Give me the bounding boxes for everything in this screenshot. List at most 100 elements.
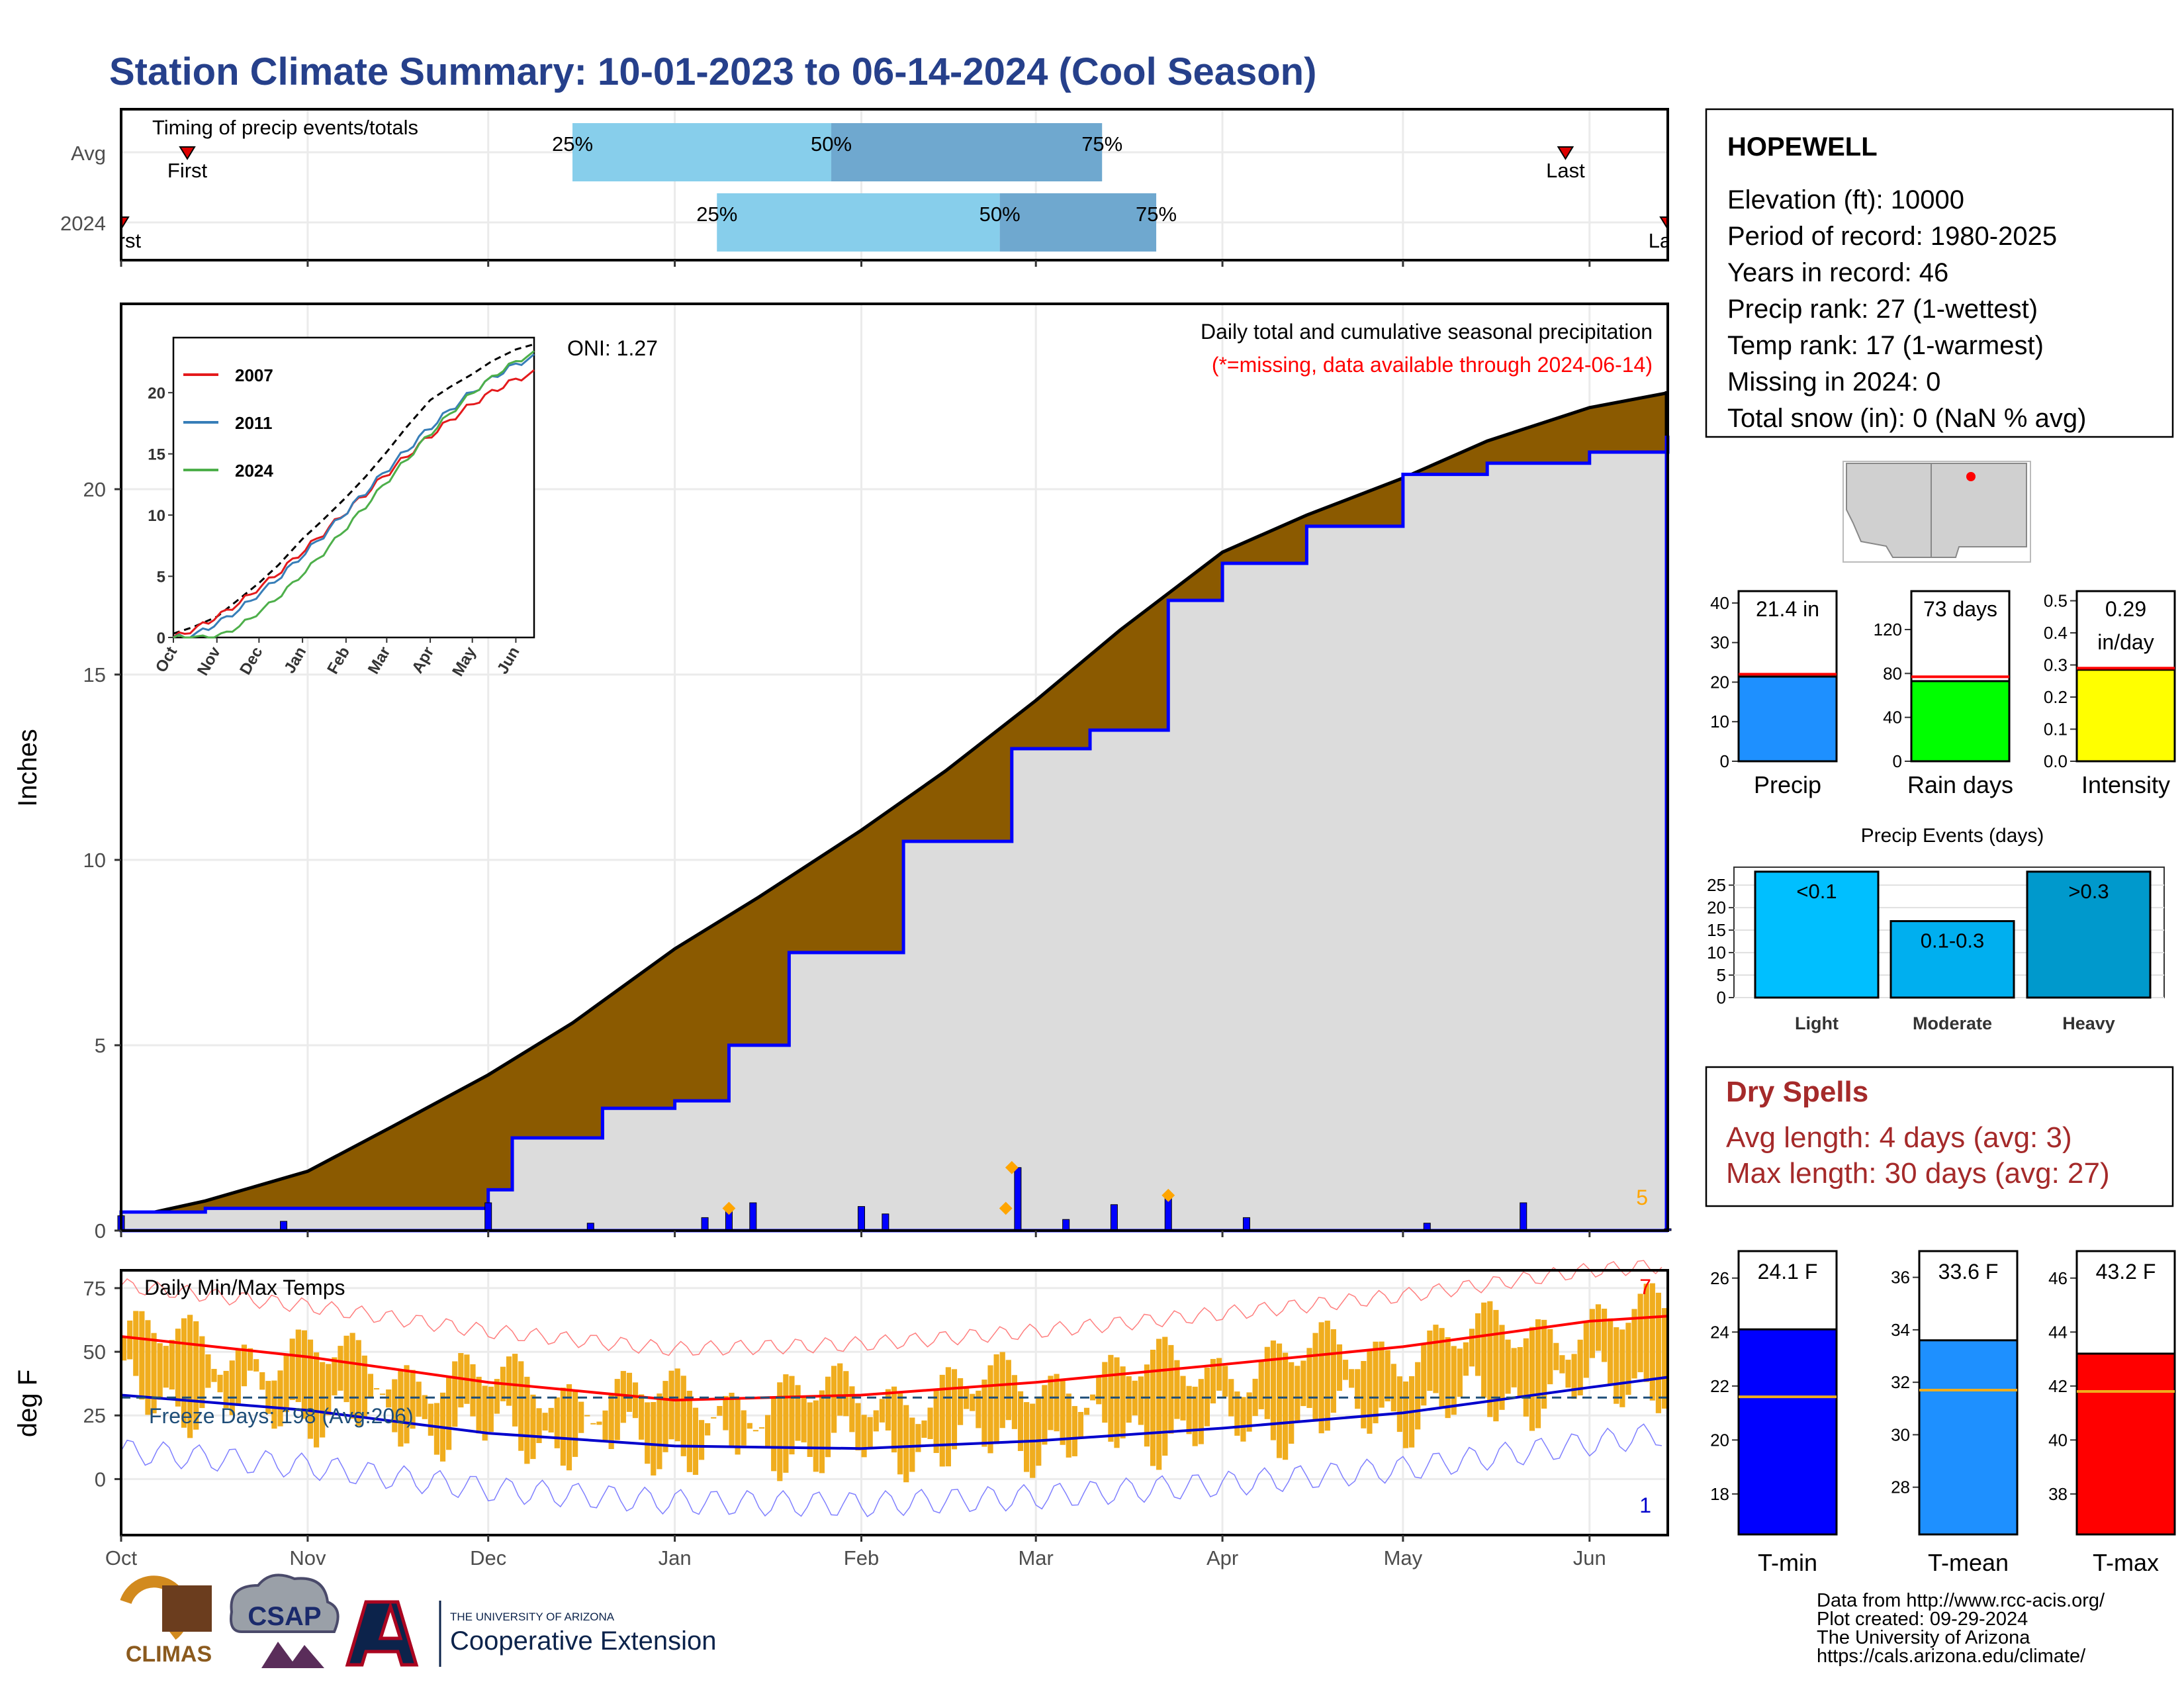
dry-spells-avg-length: Avg length: 4 days (avg: 3) [1726,1121,2072,1154]
daily-temp-bar [602,1410,608,1442]
locator-map [1843,461,2031,563]
daily-temp-bar [175,1329,181,1407]
timing-row-label-2024: 2024 [60,212,106,235]
daily-temp-bar [458,1353,464,1408]
freeze-days-text: Freeze Days: 198 (Avg:206) [149,1404,414,1428]
daily-temp-bar [506,1356,512,1406]
dry-spells-max-length: Max length: 30 days (avg: 27) [1726,1157,2110,1190]
temp-bar-t-min [1737,1328,1838,1536]
daily-temp-bar [313,1352,320,1448]
daily-precip-bar [701,1217,709,1231]
daily-temp-bar [777,1382,783,1481]
daily-temp-bar [1342,1360,1349,1380]
daily-temp-bar [758,1427,765,1429]
daily-precip-bar [857,1206,865,1231]
daily-temp-bar [1228,1379,1234,1417]
station-total-snow: Total snow (in): 0 (NaN % avg) [1727,404,2086,433]
daily-temp-bar [885,1389,891,1431]
first-event-label: First [167,159,208,182]
record-max-line [120,1260,1662,1356]
temp-bar-y-tick-label: 36 [1891,1268,1910,1288]
daily-temp-bar [1102,1362,1108,1423]
daily-temp-bar [891,1386,897,1453]
precip-events-title: Precip Events (days) [1861,825,2044,847]
daily-temp-bar [939,1374,945,1467]
daily-temp-bar [951,1369,958,1450]
temp-bar-y-tick-label: 38 [2048,1484,2068,1504]
event-marker [1161,1188,1175,1202]
daily-temp-bar [139,1311,145,1400]
daily-temp-bar [518,1361,524,1451]
mini-y-tick-label: 0.1 [2044,720,2068,739]
temp-bar-y-tick-label: 24 [1710,1322,1729,1342]
daily-temp-bar [921,1420,927,1438]
x-tick-label: Nov [289,1546,326,1570]
csap-logo: CSAP [230,1573,340,1668]
temp-panel-label: Daily Min/Max Temps [144,1276,345,1299]
daily-temp-bar [133,1311,139,1376]
daily-temp-bar [1144,1364,1150,1447]
daily-temp-bar [247,1348,253,1371]
daily-temp-bar [355,1340,361,1426]
daily-temp-bar [771,1397,777,1472]
daily-temp-bar [488,1386,494,1432]
daily-temp-bar [789,1376,795,1455]
daily-temp-bar [662,1381,668,1452]
daily-temp-bar [1535,1319,1541,1429]
temp-bar-y-tick-label: 26 [1710,1268,1729,1288]
x-tick-label: Jun [1573,1546,1606,1570]
mini-y-tick-label: 0 [1720,751,1729,771]
timing-label-75: 75% [1136,203,1177,226]
min-missing-count: 1 [1639,1493,1651,1517]
daily-temp-bar [1529,1327,1535,1431]
daily-temp-bar [1415,1362,1421,1430]
precip-events-chart: Precip Events (days) 0 5 10 15 20 25 <0.1 Light… [1707,825,2165,1033]
daily-temp-bar [1283,1352,1289,1460]
mini-bar-rain-days [1910,680,2011,763]
daily-temp-bar [265,1381,271,1414]
daily-temp-bar [229,1360,235,1415]
daily-temp-bar [807,1402,813,1457]
y-tick-label: 75 [83,1277,106,1300]
daily-temp-bar [271,1380,277,1429]
daily-temp-bar [343,1335,349,1403]
daily-temp-bar [783,1374,789,1473]
inset-average-line [173,343,535,635]
daily-temp-bar [542,1413,548,1430]
daily-temp-bar [367,1374,374,1399]
daily-temp-bar [1270,1340,1277,1440]
mini-bar-label: Precip [1754,771,1821,798]
daily-temp-bar [410,1370,416,1429]
mini-y-tick-label: 10 [1710,712,1729,731]
oni-value: ONI: 1.27 [567,336,658,360]
temp-bar-y-tick-label: 18 [1710,1484,1729,1504]
average-min-line [120,1376,1668,1450]
ua-logo-small-text: THE UNIVERSITY OF ARIZONA [450,1611,615,1623]
temp-bar-y-tick-label: 30 [1891,1425,1910,1444]
x-tick-label: Jan [659,1546,692,1570]
daily-precip-bar [882,1213,889,1231]
daily-temp-bar [404,1365,410,1444]
daily-temp-bar [446,1376,452,1450]
daily-temp-bar [1614,1327,1619,1404]
daily-temp-bar [187,1315,193,1438]
daily-temp-bar [1577,1339,1583,1395]
daily-temp-bar [482,1385,488,1441]
x-tick-label: Dec [470,1546,506,1570]
daily-temp-bar [1445,1337,1451,1419]
daily-temp-bar [897,1393,903,1475]
daily-temp-bar [843,1371,849,1417]
credit-line: https://cals.arizona.edu/climate/ [1817,1646,2086,1667]
temp-bar-y-tick-label: 42 [2048,1376,2068,1396]
temp-bar-y-tick-label: 34 [1891,1320,1910,1340]
daily-precip-bar [484,1202,492,1231]
daily-temp-bar [1246,1392,1252,1432]
daily-temp-bar [169,1340,175,1390]
temp-bar-y-tick-label: 28 [1891,1477,1910,1497]
daily-temp-bar [157,1343,163,1400]
daily-temp-bar [1048,1376,1054,1430]
daily-temp-bar [825,1376,831,1458]
y-tick-label: 5 [95,1034,106,1057]
daily-temp-bar [596,1421,602,1425]
